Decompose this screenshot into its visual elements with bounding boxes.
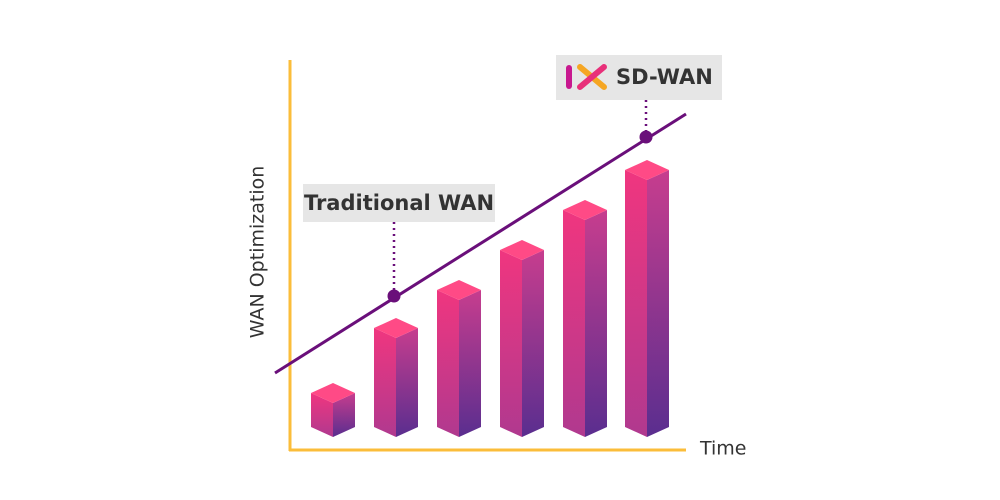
label-box [303,184,495,222]
bar-face [500,250,522,437]
trend-line [274,112,687,375]
bar-face [311,393,333,437]
bar-face [437,290,459,437]
bar-face [374,328,396,437]
bar-face [522,250,544,437]
y-axis-label: WAN Optimization [247,166,269,339]
bar-face [459,290,481,437]
bar-face [563,210,585,437]
point [639,130,653,144]
bar-face [374,318,418,338]
bar-face [500,240,544,260]
label: SD-WAN [616,65,713,89]
label: Traditional WAN [304,191,494,215]
logo [566,64,607,90]
bar-face [437,280,481,300]
bars [311,160,669,437]
bar-face [625,160,669,180]
bar-face [563,200,607,220]
bar-face [625,170,647,437]
bar-face [396,328,418,437]
bar-face [647,170,669,437]
bar-face [311,383,355,403]
bar-face [333,393,355,437]
point [387,289,401,303]
x-axis-label: Time [699,438,747,460]
label-box [556,55,722,100]
bar-face [585,210,607,437]
